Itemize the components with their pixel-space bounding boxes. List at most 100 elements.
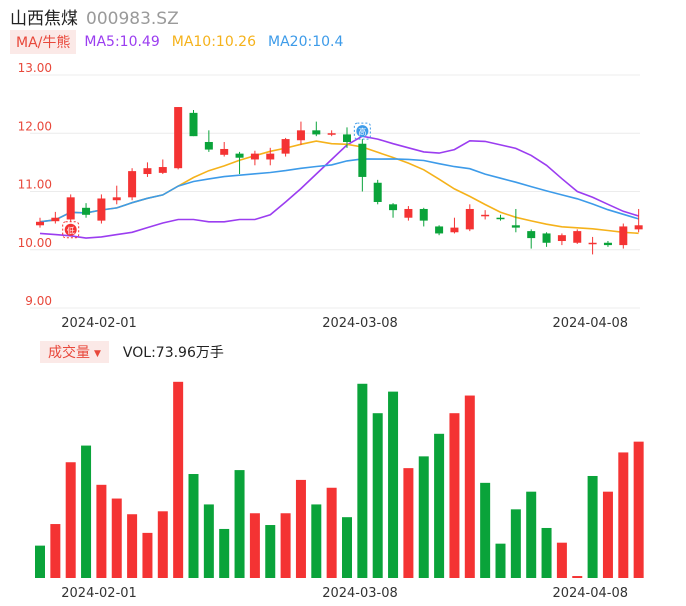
volume-bar (203, 504, 214, 578)
volume-bar (127, 514, 138, 578)
x-tick-label: 2024-03-08 (322, 586, 398, 601)
volume-bar (541, 527, 552, 578)
stock-name: 山西焦煤 (10, 9, 78, 29)
candle-body (358, 143, 367, 177)
candle-body (250, 153, 259, 160)
candle-body (312, 130, 321, 135)
volume-legend: 成交量 ▼ VOL:73.96万手 (40, 341, 224, 363)
volume-series (35, 381, 644, 578)
candle-body (573, 231, 582, 243)
candle-body (404, 208, 413, 218)
volume-indicator-selector[interactable]: 成交量 ▼ (40, 341, 109, 363)
y-tick-label: 11.00 (18, 178, 52, 192)
candle-body (174, 107, 183, 169)
candle-body (527, 231, 536, 239)
x-tick-label: 2024-04-08 (552, 316, 628, 331)
volume-bar (480, 482, 491, 578)
volume-bar (188, 474, 199, 578)
volume-bar (526, 491, 537, 578)
high-marker-frame (353, 122, 371, 140)
candle-body (128, 171, 137, 198)
candle-body (97, 198, 106, 221)
candle-body (481, 214, 490, 217)
candle-body (373, 182, 382, 202)
ma5-legend: MA5:10.49 (84, 34, 160, 50)
volume-bar (388, 391, 399, 578)
volume-bar (142, 532, 153, 578)
candle-body (419, 208, 428, 221)
x-tick-label: 2024-02-01 (61, 316, 137, 331)
stock-code: 000983.SZ (86, 9, 179, 29)
volume-bar (418, 456, 429, 578)
chart-header: 山西焦煤 000983.SZ (10, 4, 179, 29)
volume-selector-label: 成交量 (48, 345, 90, 361)
high-marker-label: 高 (358, 127, 366, 137)
candle-body (112, 197, 121, 201)
candle-body (189, 112, 198, 137)
volume-bar (65, 462, 76, 578)
ma-indicator-selector[interactable]: MA/牛熊 (10, 30, 77, 54)
extreme-markers: 低高 (62, 122, 371, 239)
price-y-axis: 13.00 12.00 11.00 10.00 9.00 (18, 61, 52, 308)
x-tick-label: 2024-04-08 (552, 586, 628, 601)
candle-body (511, 225, 520, 228)
volume-bar (96, 484, 107, 578)
volume-bar (50, 524, 61, 578)
candle-body (266, 153, 275, 160)
y-tick-label: 12.00 (18, 119, 52, 133)
candle-body (204, 141, 213, 150)
y-tick-label: 9.00 (25, 294, 52, 308)
candle-body (36, 221, 44, 226)
high-marker-dot (356, 125, 369, 138)
volume-bar (342, 517, 352, 578)
candle-body (465, 208, 474, 230)
ma20-line (39, 158, 639, 223)
candle-body (343, 134, 351, 142)
volume-bar (249, 513, 260, 578)
ma20-legend: MA20:10.4 (268, 34, 344, 50)
candle-body (82, 207, 91, 215)
ma10-legend: MA10:10.26 (171, 34, 257, 50)
candle-body (496, 217, 505, 220)
candle-body (327, 133, 336, 135)
volume-bar (403, 468, 414, 578)
volume-bar (326, 487, 337, 578)
candle-body (66, 197, 75, 220)
ma5-line (39, 135, 639, 239)
ma-legend: MA/牛熊 MA5:10.49 MA10:10.26 MA20:10.4 (10, 30, 355, 54)
volume-bar (556, 542, 567, 578)
volume-bar (311, 504, 322, 578)
x-tick-label: 2024-03-08 (322, 316, 398, 331)
ma-lines (39, 135, 639, 239)
y-tick-label: 10.00 (18, 236, 52, 250)
volume-bar (372, 413, 383, 578)
volume-bar (280, 513, 291, 578)
volume-bar (111, 498, 122, 578)
candle-body (51, 217, 60, 222)
volume-bar (618, 452, 629, 578)
volume-bar (633, 441, 644, 578)
price-x-axis: 2024-02-01 2024-03-08 2024-04-08 (61, 316, 628, 331)
low-marker-dot (64, 223, 77, 236)
candle-body (296, 130, 305, 141)
volume-bar (495, 543, 506, 578)
volume-bar (464, 395, 475, 578)
candle-body (281, 139, 290, 154)
candle-body (603, 242, 612, 246)
volume-bar (510, 509, 521, 578)
volume-bar (35, 545, 45, 578)
volume-bar (434, 433, 445, 578)
volume-bar (449, 413, 460, 578)
candle-body (619, 226, 628, 246)
volume-bar (173, 381, 184, 578)
candle-body (158, 167, 167, 173)
low-marker-frame (62, 221, 80, 239)
volume-bar (157, 511, 168, 578)
volume-bar (81, 445, 92, 578)
candle-body (389, 204, 398, 211)
candle-body (634, 225, 643, 230)
candle-body (542, 233, 551, 243)
volume-x-axis: 2024-02-01 2024-03-08 2024-04-08 (61, 586, 628, 601)
candlestick-series (36, 107, 643, 255)
